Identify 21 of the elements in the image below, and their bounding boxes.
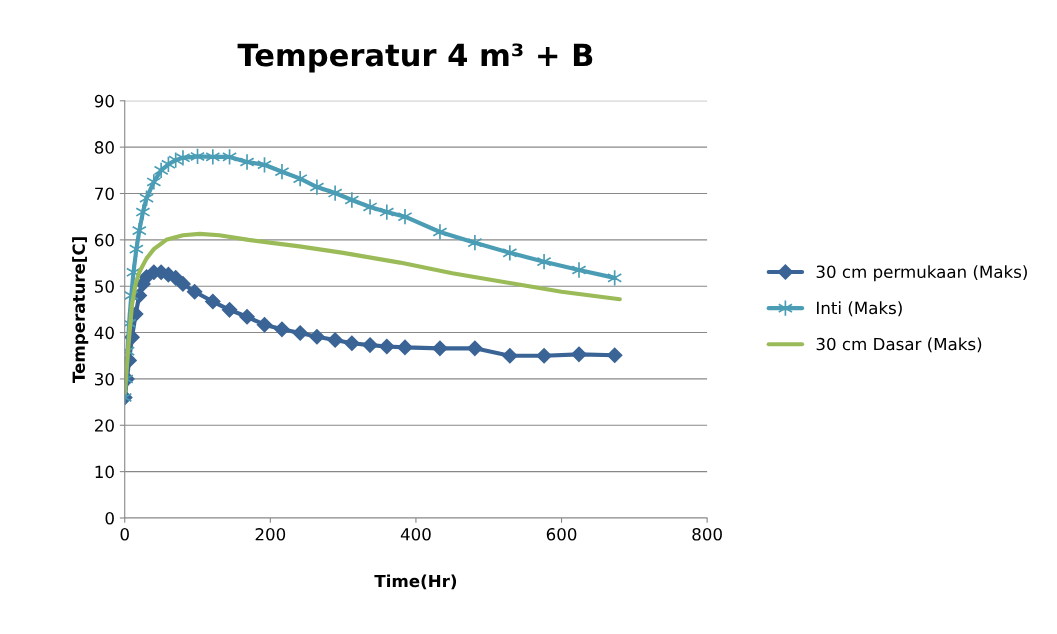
y-tick-label: 0 (105, 511, 114, 525)
y-tick-label: 10 (95, 465, 114, 479)
x-tick-label: 600 (546, 527, 577, 541)
legend-label: Inti (Maks) (817, 301, 902, 317)
y-tick-label: 20 (95, 419, 114, 432)
x-tick-label: 400 (400, 527, 431, 541)
legend-label: 30 cm permukaan (Maks) (816, 265, 1027, 282)
y-tick-label: 50 (95, 280, 114, 293)
y-tick-label: 90 (94, 94, 114, 108)
y-tick-label: 80 (94, 141, 114, 154)
y-tick-label: 40 (94, 326, 114, 340)
y-axis-title: Temperature[C] (72, 237, 89, 383)
y-tick-label: 60 (94, 233, 114, 247)
x-tick-label: 200 (255, 527, 286, 541)
y-tick-label: 30 (95, 372, 114, 386)
y-tick-label: 70 (95, 187, 114, 201)
legend-label: 30 cm Dasar (Maks) (816, 337, 982, 353)
chart-title: Temperatur 4 m³ + B (237, 43, 593, 73)
x-tick-label: 0 (120, 527, 129, 541)
x-tick-label: 800 (692, 527, 722, 541)
x-axis-title: Time(Hr) (374, 574, 457, 590)
